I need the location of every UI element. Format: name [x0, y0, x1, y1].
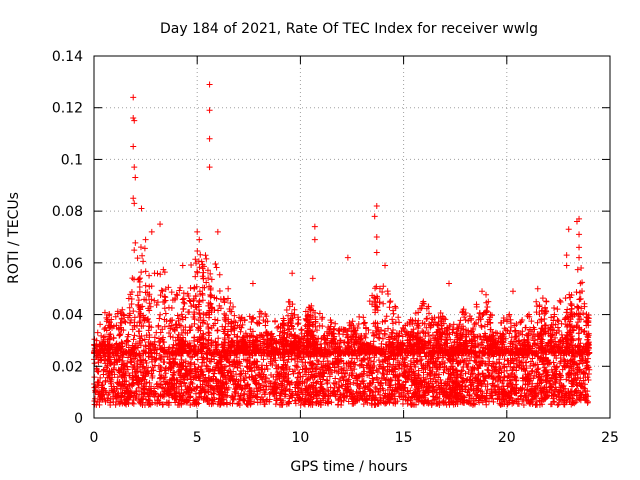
data-point — [518, 365, 525, 372]
data-point — [396, 371, 403, 378]
data-point — [485, 367, 492, 374]
data-point — [207, 358, 214, 365]
data-point — [433, 378, 440, 385]
data-point — [221, 363, 228, 370]
data-point — [91, 360, 98, 367]
data-point — [220, 396, 227, 403]
data-point — [583, 359, 590, 366]
data-points — [91, 81, 593, 409]
data-point — [535, 365, 542, 372]
data-point — [359, 395, 366, 402]
data-point — [350, 390, 357, 397]
chart-title: Day 184 of 2021, Rate Of TEC Index for r… — [160, 21, 538, 37]
data-point — [324, 357, 331, 364]
data-point — [176, 372, 183, 379]
data-point — [324, 377, 331, 384]
data-point — [551, 399, 558, 406]
data-point — [332, 375, 339, 382]
data-point — [520, 402, 527, 409]
data-point — [486, 398, 493, 405]
data-point — [453, 367, 460, 374]
data-point — [467, 373, 474, 380]
data-point — [424, 371, 431, 378]
data-point — [333, 368, 340, 375]
data-point — [486, 358, 493, 365]
data-point — [351, 366, 358, 373]
data-point — [224, 392, 231, 399]
data-point — [293, 363, 300, 370]
data-point — [327, 384, 334, 391]
data-point — [392, 363, 399, 370]
data-point — [156, 352, 163, 359]
data-point — [107, 395, 114, 402]
data-point — [258, 370, 265, 377]
data-point — [576, 360, 583, 367]
data-point — [346, 372, 353, 379]
data-point — [130, 396, 137, 403]
grid-lines — [94, 56, 610, 418]
data-point — [472, 358, 479, 365]
data-point — [527, 362, 534, 369]
data-point — [469, 370, 476, 377]
data-point — [345, 398, 352, 405]
data-point — [354, 355, 361, 362]
data-point — [447, 358, 454, 365]
data-point — [554, 401, 561, 408]
data-point — [203, 388, 210, 395]
data-point — [188, 359, 195, 366]
data-point — [529, 367, 536, 374]
data-point — [375, 357, 382, 364]
data-point — [97, 374, 104, 381]
data-point — [458, 367, 465, 374]
data-point — [536, 357, 543, 364]
data-point — [200, 378, 207, 385]
data-point — [550, 398, 557, 405]
data-point — [241, 391, 248, 398]
data-point — [270, 355, 277, 362]
data-point — [379, 370, 386, 377]
data-point — [415, 372, 422, 379]
data-point — [581, 381, 588, 388]
data-point — [330, 379, 337, 386]
data-point — [149, 358, 156, 365]
data-point — [549, 369, 556, 376]
data-point — [557, 376, 564, 383]
data-point — [260, 356, 267, 363]
data-point — [334, 387, 341, 394]
data-point — [462, 370, 469, 377]
data-point — [223, 401, 230, 408]
data-point — [515, 364, 522, 371]
data-point — [415, 385, 422, 392]
data-point — [451, 378, 458, 385]
data-point — [389, 367, 396, 374]
data-point — [305, 354, 312, 361]
data-point — [584, 388, 591, 395]
data-point — [482, 395, 489, 402]
data-point — [335, 369, 342, 376]
data-point — [233, 371, 240, 378]
data-point — [539, 401, 546, 408]
data-point — [160, 401, 167, 408]
data-point — [547, 401, 554, 408]
data-point — [501, 356, 508, 363]
data-point — [100, 367, 107, 374]
data-point — [253, 385, 260, 392]
data-point — [505, 373, 512, 380]
data-point — [219, 372, 226, 379]
data-point — [205, 368, 212, 375]
data-point — [314, 357, 321, 364]
data-point — [488, 386, 495, 393]
data-point — [476, 354, 483, 361]
data-point — [144, 399, 151, 406]
